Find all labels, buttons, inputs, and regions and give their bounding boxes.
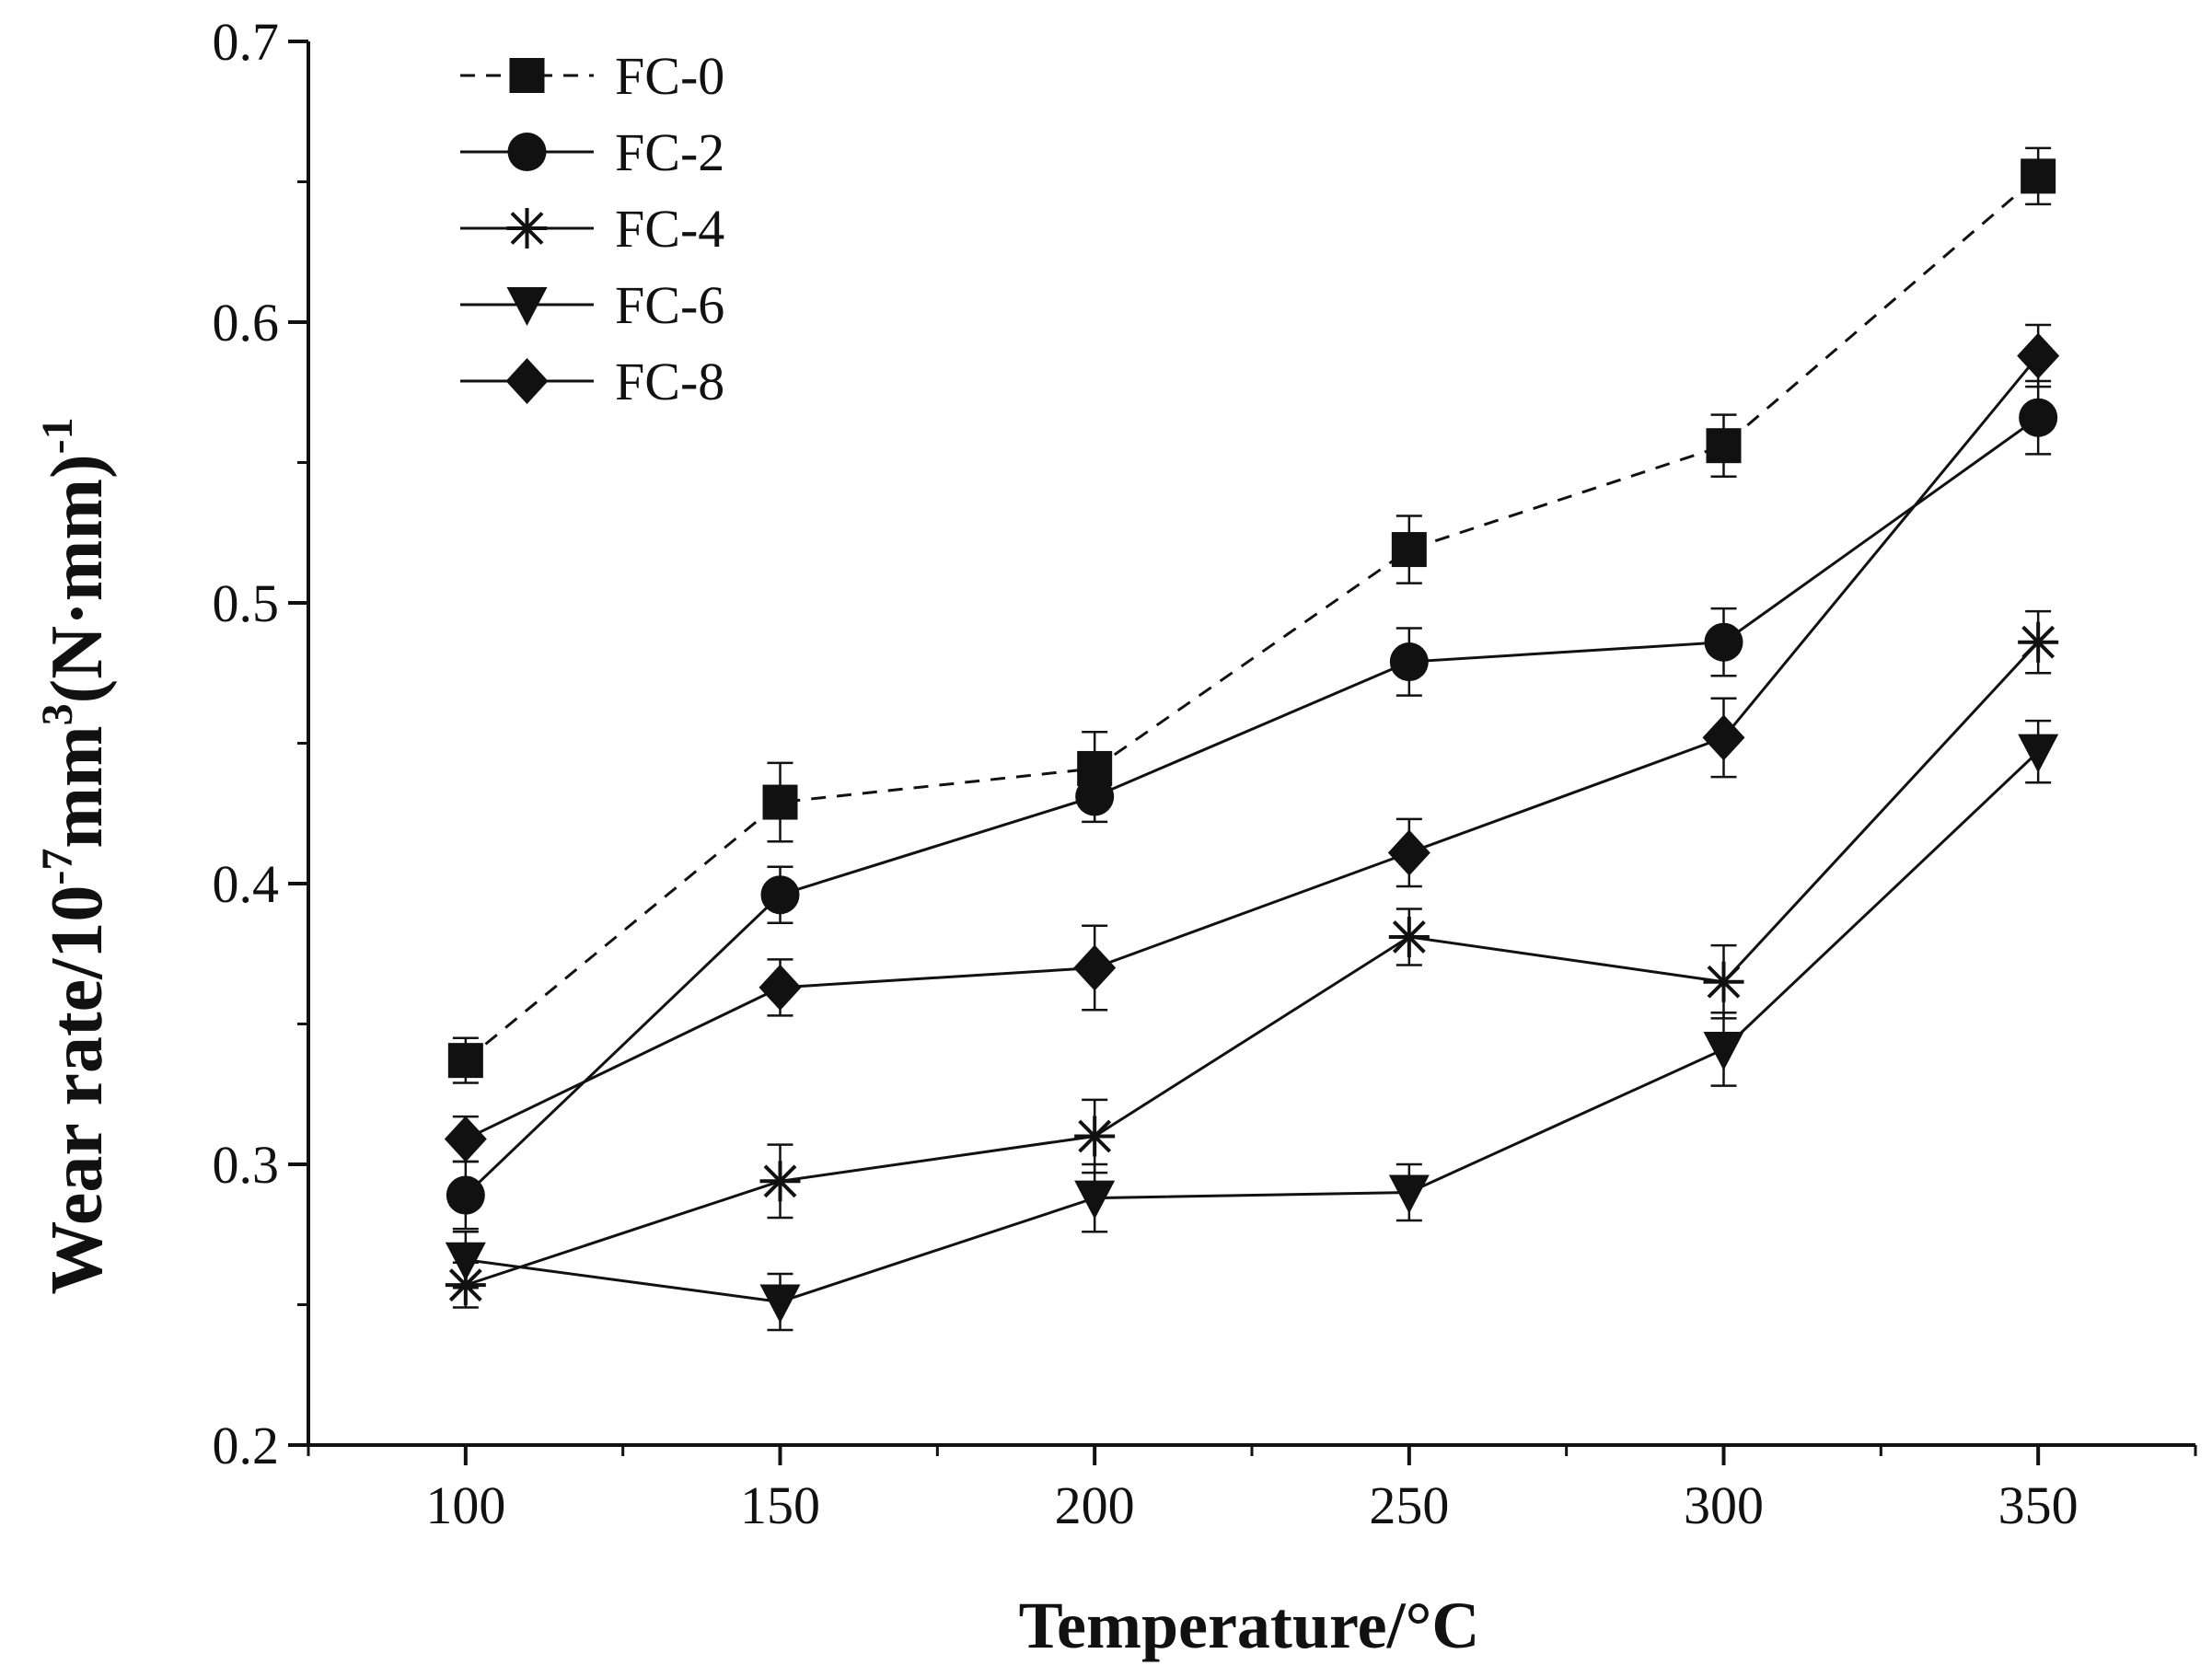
legend-item-fc-4: FC-4 [460, 199, 724, 259]
legend-item-fc-8: FC-8 [460, 352, 724, 411]
legend-marker-fc-4 [506, 208, 548, 249]
data-point-fc-2 [2019, 398, 2058, 437]
data-point-fc-6 [2018, 734, 2059, 773]
series-fc-2 [446, 379, 2058, 1231]
legend-marker-fc-0 [509, 58, 545, 93]
y-tick-label: 0.5 [213, 573, 280, 633]
legend-label-fc-8: FC-8 [615, 352, 724, 411]
series-fc-4 [445, 609, 2059, 1309]
data-point-fc-6 [759, 1284, 801, 1324]
data-point-fc-8 [1387, 829, 1430, 876]
legend-marker-fc-2 [507, 133, 547, 171]
y-axis-title: Wear rate/10-7mm3(N·mm)-1 [33, 417, 118, 1294]
x-tick-label: 350 [1998, 1475, 2079, 1535]
data-point-fc-6 [1703, 1031, 1744, 1070]
series-line-fc-0 [464, 175, 2040, 1062]
series-line-fc-4 [465, 641, 2040, 1287]
data-point-fc-8 [759, 964, 802, 1011]
legend-label-fc-4: FC-4 [615, 199, 724, 259]
data-point-fc-6 [1074, 1180, 1116, 1220]
legend-marker-fc-6 [506, 287, 548, 326]
x-tick-label: 150 [740, 1475, 820, 1535]
data-point-fc-6 [445, 1242, 486, 1281]
data-point-fc-4 [2018, 621, 2059, 663]
series-line-fc-2 [464, 416, 2040, 1197]
x-tick-label: 300 [1684, 1475, 1764, 1535]
y-axis-title-exp2: 3 [33, 703, 82, 725]
x-tick-label: 250 [1369, 1475, 1449, 1535]
series-line-fc-6 [465, 750, 2040, 1303]
y-tick-label: 0.2 [213, 1416, 280, 1475]
x-axis-title: Temperature/°C [1019, 1589, 1480, 1662]
data-point-fc-4 [1074, 1116, 1116, 1157]
x-tick-label: 100 [425, 1475, 505, 1535]
y-axis-title-tail: (N·mm) [37, 454, 118, 703]
series-fc-8 [444, 323, 2060, 1163]
y-axis-title-exp3: -1 [33, 417, 82, 454]
data-point-fc-4 [1388, 916, 1430, 957]
x-tick-label: 200 [1055, 1475, 1135, 1535]
y-axis-title-exp1: -7 [33, 849, 82, 885]
legend: FC-0 FC-2 FC-4 FC-6 FC-8 [460, 46, 724, 411]
y-axis-title-base: Wear rate/10 [37, 885, 118, 1295]
y-tick-label: 0.6 [213, 293, 280, 353]
data-point-fc-8 [2017, 332, 2060, 379]
series-fc-0 [447, 146, 2056, 1084]
y-tick-label: 0.3 [213, 1135, 280, 1195]
data-point-fc-8 [1702, 714, 1745, 761]
data-point-fc-4 [759, 1161, 801, 1202]
legend-label-fc-0: FC-0 [615, 46, 724, 106]
data-point-fc-4 [1703, 961, 1744, 1002]
legend-label-fc-6: FC-6 [615, 275, 724, 335]
data-point-fc-2 [1704, 622, 1743, 662]
data-point-fc-2 [446, 1175, 485, 1215]
data-point-fc-0 [1391, 532, 1427, 568]
data-point-fc-8 [1073, 944, 1117, 991]
data-point-fc-0 [447, 1043, 483, 1079]
data-point-fc-6 [1388, 1174, 1430, 1214]
axes: 0.2 0.3 0.4 0.5 0.6 0.7 100 150 200 250 300 350 [213, 12, 2197, 1535]
y-tick-label: 0.7 [213, 12, 280, 72]
legend-item-fc-0: FC-0 [460, 46, 724, 106]
series-line-fc-8 [465, 354, 2040, 1140]
legend-item-fc-2: FC-2 [460, 122, 724, 182]
data-point-fc-2 [760, 875, 800, 915]
y-tick-label: 0.4 [213, 854, 280, 914]
y-axis-title-mid: mm [37, 725, 118, 848]
legend-marker-fc-8 [505, 358, 549, 404]
data-point-fc-8 [444, 1116, 487, 1162]
data-point-fc-0 [2021, 158, 2056, 194]
data-point-fc-0 [762, 784, 798, 820]
data-point-fc-2 [1389, 642, 1429, 682]
legend-item-fc-6: FC-6 [460, 275, 724, 335]
series-fc-6 [445, 719, 2059, 1332]
data-point-fc-0 [1706, 428, 1742, 464]
legend-label-fc-2: FC-2 [615, 122, 724, 182]
series-layer [444, 146, 2060, 1332]
data-point-fc-2 [1075, 777, 1115, 816]
